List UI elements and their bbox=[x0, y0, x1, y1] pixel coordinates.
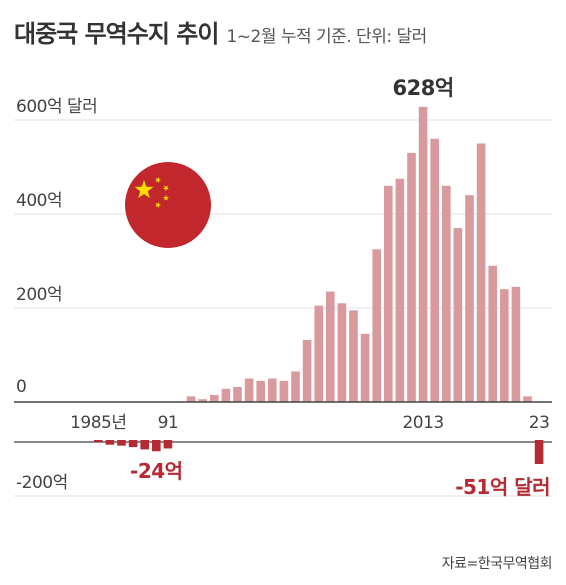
bar-1999 bbox=[256, 380, 265, 402]
bar-2023 bbox=[534, 440, 544, 464]
x-tick-label: 2013 bbox=[402, 413, 443, 433]
bar-2008 bbox=[360, 333, 370, 402]
bar-1987 bbox=[117, 440, 126, 446]
bar-1998 bbox=[244, 378, 254, 402]
y-tick-label: 0 bbox=[16, 377, 26, 397]
bar-2013 bbox=[418, 106, 428, 402]
bar-2022 bbox=[523, 396, 532, 402]
bar-1993 bbox=[186, 396, 196, 402]
annotation-last: -51억 달러 bbox=[455, 475, 550, 499]
bar-1985 bbox=[94, 440, 103, 443]
bar-1990 bbox=[152, 440, 161, 452]
bar-2015 bbox=[442, 185, 451, 402]
annotation-low: -24억 bbox=[130, 459, 183, 483]
bar-2017 bbox=[465, 195, 474, 402]
bar-1991 bbox=[163, 440, 173, 449]
bar-2019 bbox=[488, 265, 497, 402]
bar-2020 bbox=[500, 289, 509, 402]
china-flag-icon bbox=[125, 162, 211, 248]
bar-2010 bbox=[384, 185, 393, 402]
bar-1989 bbox=[140, 440, 149, 450]
y-tick-label: -200억 bbox=[16, 473, 68, 493]
x-tick-label: 23 bbox=[529, 413, 550, 433]
chart-title: 대중국 무역수지 추이 bbox=[14, 20, 219, 48]
x-tick-label: 91 bbox=[158, 413, 179, 433]
bar-2004 bbox=[314, 305, 323, 402]
bar-2021 bbox=[511, 286, 521, 402]
bar-2011 bbox=[395, 178, 405, 402]
title-row: 대중국 무역수지 추이 1~2월 누적 기준. 단위: 달러 bbox=[14, 14, 427, 49]
y-tick-label: 400억 bbox=[16, 191, 62, 211]
bar-1995 bbox=[210, 394, 219, 402]
bar-1988 bbox=[128, 440, 138, 448]
bar-1996 bbox=[221, 388, 231, 402]
bar-2016 bbox=[453, 228, 463, 402]
x-tick-label: 1985년 bbox=[70, 413, 126, 433]
chart-subtitle: 1~2월 누적 기준. 단위: 달러 bbox=[226, 27, 427, 47]
bar-2009 bbox=[372, 249, 381, 402]
bar-2014 bbox=[430, 138, 439, 403]
bar-2002 bbox=[291, 371, 300, 402]
bar-1986 bbox=[105, 440, 115, 445]
bar-2000 bbox=[268, 378, 277, 402]
bar-2007 bbox=[349, 310, 358, 402]
source-note: 자료=한국무역협회 bbox=[441, 556, 553, 572]
bar-2006 bbox=[337, 303, 347, 402]
y-tick-label: 600억 달러 bbox=[16, 97, 97, 117]
bar-2005 bbox=[326, 291, 335, 402]
annotation-peak: 628억 bbox=[393, 76, 454, 100]
bar-1994 bbox=[198, 399, 207, 402]
bar-2003 bbox=[302, 339, 312, 402]
y-tick-label: 200억 bbox=[16, 285, 62, 305]
bar-2018 bbox=[476, 143, 486, 402]
bar-2012 bbox=[407, 152, 416, 402]
bar-2001 bbox=[279, 380, 289, 402]
bar-1997 bbox=[233, 386, 242, 402]
